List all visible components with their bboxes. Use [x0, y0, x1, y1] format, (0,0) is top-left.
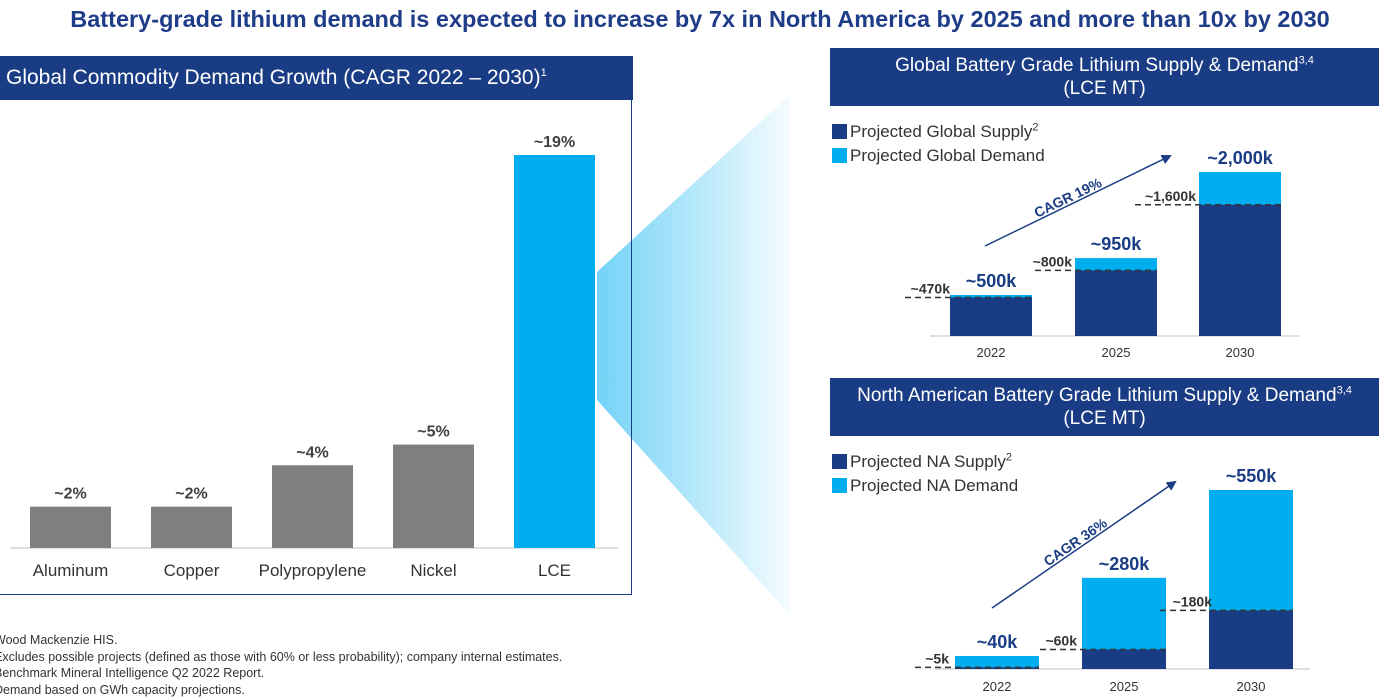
- category-label-lce: LCE: [538, 561, 571, 580]
- page-headline: Battery-grade lithium demand is expected…: [70, 6, 1330, 32]
- global-chart-title-sup: 3,4: [1298, 54, 1314, 67]
- footnote-4: Demand based on GWh capacity projections…: [0, 682, 245, 697]
- legend-global-supply: Projected Global Supply2: [832, 120, 1045, 144]
- na-supply-label-2022: ~5k: [925, 650, 949, 666]
- legend-swatch-na-demand: [832, 478, 847, 493]
- bar-label-aluminum: ~2%: [54, 486, 86, 503]
- legend-swatch-na-supply: [832, 454, 847, 469]
- legend-global-demand: Projected Global Demand: [832, 144, 1045, 168]
- legend-na-supply: Projected NA Supply2: [832, 450, 1018, 474]
- bar-aluminum: [30, 506, 111, 548]
- na-chart-title-sup: 3,4: [1336, 384, 1352, 397]
- category-label-aluminum: Aluminum: [33, 561, 109, 580]
- bar-label-polypropylene: ~4%: [296, 444, 328, 461]
- na-chart-header: North American Battery Grade Lithium Sup…: [830, 378, 1379, 436]
- commodity-chart-title: Global Commodity Demand Growth (CAGR 202…: [6, 66, 541, 89]
- global-supply-bar-2022: [950, 297, 1032, 336]
- bar-lce: [514, 155, 595, 548]
- commodity-chart-frame: [0, 100, 632, 595]
- global-demand-label-2030: ~2,000k: [1207, 148, 1274, 168]
- footnote-2: Excludes possible projects (defined as t…: [0, 649, 563, 664]
- na-chart-title: North American Battery Grade Lithium Sup…: [857, 385, 1337, 406]
- na-demand-label-2022: ~40k: [977, 632, 1019, 652]
- na-demand-label-2025: ~280k: [1099, 554, 1151, 574]
- na-year-label-2030: 2030: [1237, 679, 1266, 694]
- category-label-copper: Copper: [164, 561, 220, 580]
- legend-na-supply-label: Projected NA Supply: [850, 452, 1006, 471]
- na-chart-subtitle: (LCE MT): [1063, 408, 1146, 429]
- na-supply-label-2030: ~180k: [1173, 593, 1213, 609]
- na-supply-bar-2025: [1082, 649, 1166, 669]
- legend-global-demand-label: Projected Global Demand: [850, 146, 1045, 165]
- legend-na-demand: Projected NA Demand: [832, 474, 1018, 498]
- bar-nickel: [393, 444, 474, 548]
- global-chart-legend: Projected Global Supply2 Projected Globa…: [832, 120, 1045, 168]
- na-supply-bar-2022: [955, 667, 1039, 669]
- na-supply-label-2025: ~60k: [1045, 632, 1077, 648]
- legend-swatch-supply: [832, 124, 847, 139]
- na-year-label-2025: 2025: [1110, 679, 1139, 694]
- global-demand-label-2025: ~950k: [1091, 234, 1143, 254]
- global-chart-subtitle: (LCE MT): [1063, 78, 1146, 99]
- commodity-chart-header: Global Commodity Demand Growth (CAGR 202…: [0, 56, 633, 100]
- global-year-label-2022: 2022: [977, 345, 1006, 360]
- global-supply-label-2030: ~1,600k: [1145, 188, 1196, 204]
- bar-label-copper: ~2%: [175, 486, 207, 503]
- global-supply-label-2022: ~470k: [911, 280, 951, 296]
- zoom-beam: [597, 95, 790, 615]
- legend-na-supply-sup: 2: [1005, 451, 1013, 464]
- category-label-polypropylene: Polypropylene: [259, 561, 367, 580]
- global-year-label-2025: 2025: [1102, 345, 1131, 360]
- commodity-chart-title-sup: 1: [540, 67, 547, 79]
- global-chart-title: Global Battery Grade Lithium Supply & De…: [895, 55, 1299, 76]
- bar-label-lce: ~19%: [534, 134, 575, 151]
- legend-swatch-demand: [832, 148, 847, 163]
- global-supply-bar-2025: [1075, 270, 1157, 336]
- global-year-label-2030: 2030: [1226, 345, 1255, 360]
- na-demand-label-2030: ~550k: [1226, 466, 1278, 486]
- global-supply-label-2025: ~800k: [1033, 253, 1073, 269]
- footnote-3: Benchmark Mineral Intelligence Q2 2022 R…: [0, 666, 265, 680]
- bar-copper: [151, 506, 232, 548]
- global-chart-header: Global Battery Grade Lithium Supply & De…: [830, 48, 1379, 106]
- category-label-nickel: Nickel: [410, 561, 456, 580]
- bar-label-nickel: ~5%: [417, 424, 449, 441]
- na-chart-legend: Projected NA Supply2 Projected NA Demand: [832, 450, 1018, 498]
- na-demand-bar-2022: [955, 655, 1039, 669]
- legend-global-supply-label: Projected Global Supply: [850, 122, 1033, 141]
- bar-polypropylene: [272, 465, 353, 548]
- legend-global-supply-sup: 2: [1032, 121, 1039, 134]
- legend-na-demand-label: Projected NA Demand: [850, 476, 1019, 495]
- global-cagr-annotation: CAGR 19%: [1031, 174, 1104, 221]
- footnotes: Wood Mackenzie HIS. Excludes possible pr…: [0, 632, 562, 698]
- global-cagr-arrow: [984, 155, 1172, 247]
- global-demand-label-2022: ~500k: [966, 271, 1018, 291]
- na-supply-bar-2030: [1209, 610, 1293, 669]
- footnote-1: Wood Mackenzie HIS.: [0, 633, 118, 647]
- na-cagr-arrow: [991, 480, 1177, 609]
- na-year-label-2022: 2022: [983, 679, 1012, 694]
- global-supply-bar-2030: [1199, 204, 1281, 336]
